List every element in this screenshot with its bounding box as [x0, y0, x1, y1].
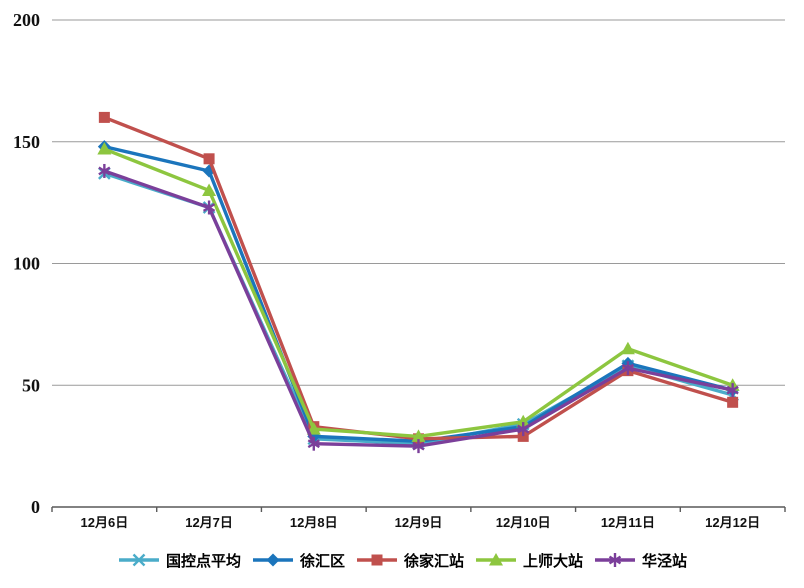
y-axis-label: 100 [13, 254, 40, 274]
series-marker-2 [203, 153, 215, 165]
x-axis-label: 12月6日 [81, 515, 129, 530]
series-marker-3 [97, 142, 112, 155]
series-line-1 [102, 144, 735, 443]
legend-item-0: 国控点平均 [117, 550, 241, 571]
legend-marker [266, 553, 280, 567]
x-axis-label: 12月12日 [705, 515, 760, 530]
legend-key-icon [252, 553, 293, 567]
y-axis-label: 150 [13, 132, 40, 152]
series-marker-2 [98, 111, 110, 123]
legend-key-icon [595, 553, 636, 567]
y-axis-label: 200 [13, 10, 40, 30]
legend-marker [608, 555, 622, 565]
y-axis-label: 50 [22, 375, 40, 395]
series-line-2 [102, 115, 735, 441]
x-axis-label: 12月11日 [601, 515, 655, 530]
legend-key-icon [356, 554, 397, 566]
series-marker-4 [98, 166, 111, 176]
series-marker-3 [411, 429, 426, 442]
legend-key-icon [476, 553, 516, 566]
series-marker-4 [517, 424, 530, 434]
legend-item-4: 华泾站 [593, 550, 687, 571]
legend-item-3: 上师大站 [474, 550, 583, 571]
x-axis-label: 12月9日 [395, 515, 443, 530]
legend-label: 华泾站 [642, 552, 688, 570]
legend-item-2: 徐家汇站 [355, 550, 464, 571]
series-line-0 [102, 171, 735, 446]
series-marker-4 [621, 363, 635, 373]
series-marker-4 [307, 439, 320, 449]
series-marker-4 [202, 203, 216, 212]
series-marker-3 [202, 183, 217, 196]
series-line-3 [102, 147, 735, 439]
legend-label: 徐家汇站 [403, 552, 464, 570]
x-axis-label: 12月8日 [290, 515, 338, 530]
series-marker-4 [726, 385, 739, 395]
legend-label: 徐汇区 [299, 552, 345, 570]
legend-marker [489, 553, 503, 566]
series-line-4 [102, 169, 735, 448]
series-marker-3 [516, 414, 531, 428]
series-marker-2 [517, 430, 529, 442]
series-marker-4 [412, 441, 425, 451]
legend-item-1: 徐汇区 [251, 550, 345, 571]
chart-legend: 国控点平均 徐汇区 徐家汇站 上师大站 华泾站 [0, 544, 804, 576]
series-marker-3 [306, 422, 321, 435]
legend-label: 上师大站 [523, 552, 584, 570]
legend-marker [371, 554, 383, 566]
x-axis-label: 12月7日 [185, 515, 233, 530]
x-axis-label: 12月10日 [496, 515, 551, 530]
legend-key-icon [118, 553, 159, 567]
series-marker-3 [620, 341, 635, 355]
series-marker-2 [727, 396, 739, 408]
y-axis-label: 0 [31, 497, 40, 517]
legend-marker [132, 553, 146, 567]
legend-label: 国控点平均 [165, 552, 241, 570]
